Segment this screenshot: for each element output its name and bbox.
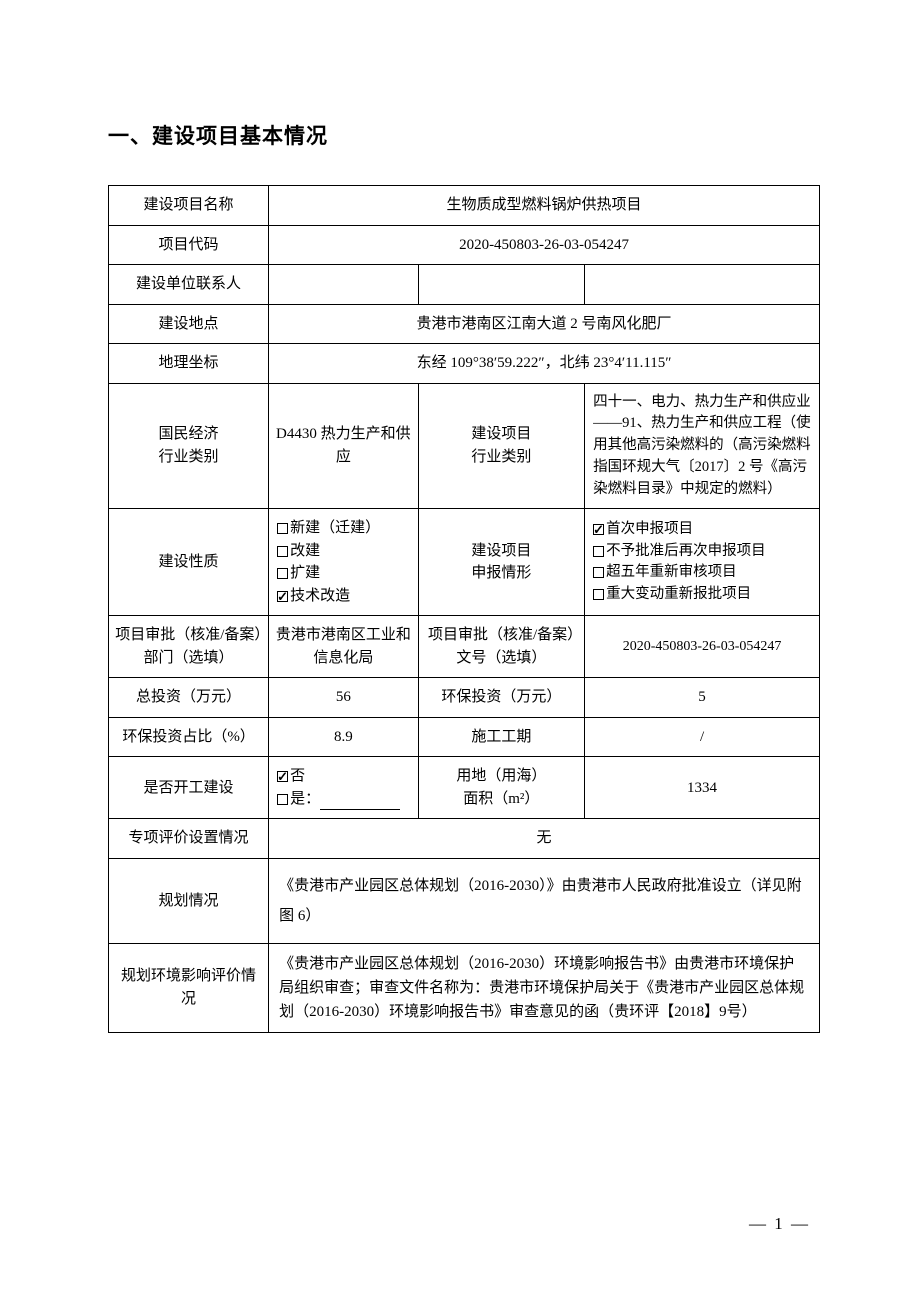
value-approval-doc: 2020-450803-26-03-054247 bbox=[585, 616, 820, 678]
label-approval-dept: 项目审批（核准/备案）部门（选填） bbox=[109, 616, 269, 678]
opt-yes: 是： bbox=[290, 791, 320, 807]
checkbox-option: 改建 bbox=[277, 540, 411, 563]
checkbox-option: 技术改造 bbox=[277, 585, 411, 608]
label-contact: 建设单位联系人 bbox=[109, 265, 269, 305]
checkbox-icon bbox=[593, 589, 604, 600]
value-total-invest: 56 bbox=[269, 678, 418, 718]
value-special-eval: 无 bbox=[269, 819, 820, 859]
value-planning: 《贵港市产业园区总体规划（2016-2030）》由贵港市人民政府批准设立（详见附… bbox=[269, 858, 820, 943]
checkbox-option: 扩建 bbox=[277, 562, 411, 585]
label-total-invest: 总投资（万元） bbox=[109, 678, 269, 718]
table-row: 建设地点 贵港市港南区江南大道 2 号南风化肥厂 bbox=[109, 304, 820, 344]
project-info-table: 建设项目名称 生物质成型燃料锅炉供热项目 项目代码 2020-450803-26… bbox=[108, 185, 820, 1033]
label-approval-doc: 项目审批（核准/备案）文号（选填） bbox=[418, 616, 585, 678]
checkbox-label: 技术改造 bbox=[290, 588, 350, 604]
label-econ-category: 国民经济 行业类别 bbox=[109, 383, 269, 509]
table-row: 专项评价设置情况 无 bbox=[109, 819, 820, 859]
value-contact-3 bbox=[585, 265, 820, 305]
table-row: 建设性质 新建（迁建） 改建扩建技术改造 建设项目 申报情形 首次申报项目不予批准… bbox=[109, 509, 820, 616]
label-build-nature: 建设性质 bbox=[109, 509, 269, 616]
value-env-invest: 5 bbox=[585, 678, 820, 718]
table-row: 规划环境影响评价情况 《贵港市产业园区总体规划（2016-2030）环境影响报告… bbox=[109, 943, 820, 1032]
value-coords: 东经 109°38′59.222″，北纬 23°4′11.115″ bbox=[269, 344, 820, 384]
checkbox-option: 首次申报项目 bbox=[593, 519, 813, 541]
label-land-area: 用地（用海） 面积（m²） bbox=[418, 757, 585, 819]
value-started: 否 是： bbox=[269, 757, 418, 819]
opt-no: 否 bbox=[290, 768, 305, 784]
checkbox-label: 新建（迁建） bbox=[290, 520, 380, 536]
value-contact-2 bbox=[418, 265, 585, 305]
value-contact-1 bbox=[269, 265, 418, 305]
table-row: 环保投资占比（%） 8.9 施工工期 / bbox=[109, 717, 820, 757]
checkbox-label: 超五年重新审核项目 bbox=[606, 564, 737, 580]
value-build-nature: 新建（迁建） 改建扩建技术改造 bbox=[269, 509, 418, 616]
value-land-area: 1334 bbox=[585, 757, 820, 819]
table-row: 建设单位联系人 bbox=[109, 265, 820, 305]
checkbox-label: 改建 bbox=[290, 543, 320, 559]
checkbox-icon bbox=[277, 546, 288, 557]
label-env-eval: 规划环境影响评价情况 bbox=[109, 943, 269, 1032]
table-row: 是否开工建设 否 是： 用地（用海） 面积（m²） 1334 bbox=[109, 757, 820, 819]
table-row: 地理坐标 东经 109°38′59.222″，北纬 23°4′11.115″ bbox=[109, 344, 820, 384]
table-row: 规划情况 《贵港市产业园区总体规划（2016-2030）》由贵港市人民政府批准设… bbox=[109, 858, 820, 943]
section-title: 一、建设项目基本情况 bbox=[108, 120, 820, 150]
value-proj-category: 四十一、电力、热力生产和供应业——91、热力生产和供应工程（使用其他高污染燃料的… bbox=[585, 383, 820, 509]
table-row: 国民经济 行业类别 D4430 热力生产和供应 建设项目 行业类别 四十一、电力… bbox=[109, 383, 820, 509]
checkbox-option: 重大变动重新报批项目 bbox=[593, 584, 813, 606]
label-duration: 施工工期 bbox=[418, 717, 585, 757]
value-duration: / bbox=[585, 717, 820, 757]
table-row: 项目审批（核准/备案）部门（选填） 贵港市港南区工业和信息化局 项目审批（核准/… bbox=[109, 616, 820, 678]
label-started: 是否开工建设 bbox=[109, 757, 269, 819]
checkbox-yes-icon bbox=[277, 794, 288, 805]
value-location: 贵港市港南区江南大道 2 号南风化肥厂 bbox=[269, 304, 820, 344]
label-env-ratio: 环保投资占比（%） bbox=[109, 717, 269, 757]
value-project-name: 生物质成型燃料锅炉供热项目 bbox=[269, 186, 820, 226]
checkbox-label: 扩建 bbox=[290, 565, 320, 581]
label-declare-type: 建设项目 申报情形 bbox=[418, 509, 585, 616]
checkbox-no-icon bbox=[277, 771, 288, 782]
label-coords: 地理坐标 bbox=[109, 344, 269, 384]
checkbox-label: 重大变动重新报批项目 bbox=[606, 586, 751, 602]
table-row: 总投资（万元） 56 环保投资（万元） 5 bbox=[109, 678, 820, 718]
checkbox-icon bbox=[593, 546, 604, 557]
checkbox-icon bbox=[277, 523, 288, 534]
checkbox-label: 不予批准后再次申报项目 bbox=[606, 543, 766, 559]
value-env-eval: 《贵港市产业园区总体规划（2016-2030）环境影响报告书》由贵港市环境保护局… bbox=[269, 943, 820, 1032]
value-env-ratio: 8.9 bbox=[269, 717, 418, 757]
checkbox-icon bbox=[593, 567, 604, 578]
label-proj-category: 建设项目 行业类别 bbox=[418, 383, 585, 509]
value-approval-dept: 贵港市港南区工业和信息化局 bbox=[269, 616, 418, 678]
checkbox-icon bbox=[277, 591, 288, 602]
label-env-invest: 环保投资（万元） bbox=[418, 678, 585, 718]
underline-fill bbox=[320, 796, 400, 810]
checkbox-icon bbox=[277, 568, 288, 579]
label-project-name: 建设项目名称 bbox=[109, 186, 269, 226]
checkbox-option: 不予批准后再次申报项目 bbox=[593, 541, 813, 563]
label-special-eval: 专项评价设置情况 bbox=[109, 819, 269, 859]
checkbox-option: 新建（迁建） bbox=[277, 517, 411, 540]
label-planning: 规划情况 bbox=[109, 858, 269, 943]
value-econ-category: D4430 热力生产和供应 bbox=[269, 383, 418, 509]
checkbox-label: 首次申报项目 bbox=[606, 521, 693, 537]
label-location: 建设地点 bbox=[109, 304, 269, 344]
checkbox-option: 超五年重新审核项目 bbox=[593, 562, 813, 584]
table-row: 建设项目名称 生物质成型燃料锅炉供热项目 bbox=[109, 186, 820, 226]
value-project-code: 2020-450803-26-03-054247 bbox=[269, 225, 820, 265]
page-number: — 1 — bbox=[749, 1214, 810, 1234]
label-project-code: 项目代码 bbox=[109, 225, 269, 265]
table-row: 项目代码 2020-450803-26-03-054247 bbox=[109, 225, 820, 265]
checkbox-icon bbox=[593, 524, 604, 535]
value-declare-type: 首次申报项目不予批准后再次申报项目超五年重新审核项目重大变动重新报批项目 bbox=[585, 509, 820, 616]
